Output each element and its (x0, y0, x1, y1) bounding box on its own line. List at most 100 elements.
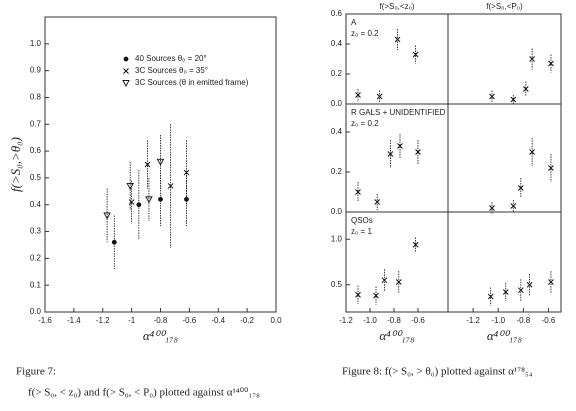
data-point (156, 158, 165, 166)
y-axis-label: f(>S₀,>θ₀) (8, 137, 23, 192)
x-tick-label: -1.0 (491, 316, 505, 325)
plot-frame (447, 103, 562, 213)
x-axis-label: α⁴⁰⁰₁₇₈ (143, 328, 179, 343)
x-tick-label: -0.2 (240, 316, 254, 325)
data-point (111, 239, 117, 245)
x-tick-label: -1.2 (466, 316, 480, 325)
data-point (510, 203, 517, 209)
data-point (394, 36, 401, 43)
y-tick-label: 0.2 (331, 69, 343, 78)
data-point (397, 143, 403, 149)
y-tick-label: 0.4 (331, 39, 343, 48)
figure-caption: f(> S₀, < z₀) and f(> S₀, < P₀) plotted … (28, 387, 260, 399)
data-point (548, 279, 554, 285)
data-point (145, 196, 153, 204)
plot-frame (447, 211, 562, 313)
y-tick-label: 0.6 (331, 9, 343, 18)
y-tick-label: 0.0 (30, 307, 42, 316)
x-tick-label: -1.2 (96, 316, 110, 325)
x-tick-label: -0.8 (516, 316, 530, 325)
legend-label: 3C Sources (θ in emitted frame) (135, 78, 249, 87)
plot-frame (447, 13, 562, 105)
x-axis-label: α⁴⁰⁰₁₇₈ (487, 328, 523, 343)
y-tick-label: 0.1 (30, 280, 42, 289)
x-tick-label: 0.0 (270, 316, 282, 325)
x-axis-label: α⁴⁰⁰₁₇₈ (379, 328, 415, 343)
data-point (387, 151, 394, 157)
data-point (136, 202, 142, 208)
data-point (381, 277, 388, 284)
legend-label: 40 Sources θ₀ = 20° (135, 54, 207, 63)
y-tick-label: 0.4 (331, 127, 343, 136)
data-point (395, 279, 402, 285)
data-point (374, 199, 381, 205)
data-point (517, 287, 524, 294)
y-tick-label: 1.0 (331, 234, 343, 243)
x-tick-label: -1.6 (38, 316, 52, 325)
y-tick-label: 0.5 (30, 173, 42, 182)
y-tick-label: 0.8 (30, 93, 42, 102)
y-tick-label: 0.2 (331, 167, 343, 176)
data-point (158, 196, 163, 202)
x-tick-label: -0.6 (542, 316, 556, 325)
data-point (412, 51, 419, 58)
data-point (167, 183, 174, 189)
data-point (526, 281, 533, 288)
data-point (548, 165, 554, 171)
x-tick-label: -1 (128, 316, 136, 325)
data-point (144, 161, 151, 168)
data-point (184, 196, 189, 202)
x-tick-label: -1.0 (363, 316, 377, 325)
plot-frame (345, 13, 449, 105)
data-point (529, 149, 535, 155)
panel-title: f(>S₀,<P₀) (486, 2, 523, 11)
figure-label: Figure 7: (16, 366, 56, 378)
panel-annotation: A (351, 18, 357, 27)
data-point (502, 289, 509, 295)
data-point (548, 60, 554, 67)
y-tick-label: 0.4 (30, 200, 42, 209)
panel-annotation: QSOs (351, 216, 373, 225)
data-point (487, 293, 494, 300)
data-point (373, 292, 379, 299)
data-point (123, 56, 129, 62)
data-point (122, 80, 130, 87)
y-tick-label: 0.5 (331, 280, 343, 289)
x-tick-label: -1.4 (67, 316, 81, 325)
panel-annotation: R GALS + UNIDENTIFIED (351, 108, 446, 117)
y-tick-label: 0.6 (30, 146, 42, 155)
panel-annotation: z₀ = 1 (351, 227, 372, 236)
y-tick-label: 0.0 (331, 99, 343, 108)
y-tick-label: 1.0 (30, 39, 42, 48)
data-point (123, 68, 129, 74)
data-point (522, 86, 529, 92)
x-tick-label: -0.4 (211, 316, 225, 325)
panel-title: f(>S₀,<z₀) (379, 2, 414, 11)
data-point (529, 56, 535, 62)
panel-annotation: z₀ = 0.2 (351, 29, 379, 38)
data-point (355, 92, 361, 98)
data-point (489, 205, 495, 211)
data-point (103, 212, 111, 220)
data-point (183, 169, 190, 176)
panel-annotation: z₀ = 0.2 (351, 119, 379, 128)
data-point (510, 96, 517, 103)
data-point (412, 241, 419, 248)
x-tick-label: -0.8 (154, 316, 168, 325)
figure-caption: Figure 8: f(> S₀, > θ₀) plotted against … (342, 366, 533, 378)
y-tick-label: 0.2 (30, 253, 42, 262)
y-tick-label: 0.3 (30, 227, 42, 236)
x-tick-label: -0.6 (182, 316, 196, 325)
data-point (126, 183, 134, 190)
legend-label: 3C Sources θ₀ = 35° (135, 66, 208, 75)
x-tick-label: -1.2 (339, 316, 353, 325)
data-point (415, 149, 421, 155)
data-point (489, 93, 495, 100)
y-tick-label: 0.0 (331, 207, 343, 216)
data-point (376, 93, 383, 100)
data-point (355, 291, 361, 298)
x-tick-label: -0.6 (411, 316, 425, 325)
y-tick-label: 0.7 (30, 119, 42, 128)
data-point (517, 185, 524, 191)
